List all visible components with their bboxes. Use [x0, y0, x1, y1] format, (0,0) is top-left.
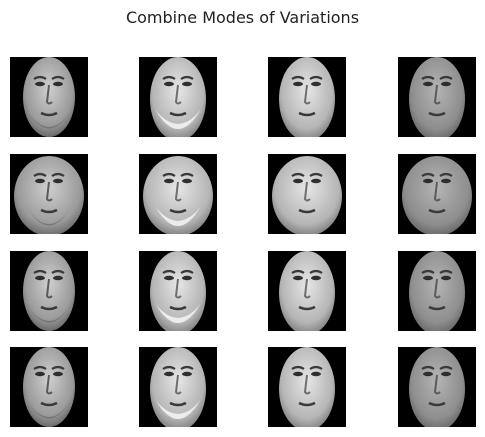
face-image: [139, 154, 217, 234]
face-image: [10, 347, 88, 427]
face-image: [10, 57, 88, 137]
face-image: [268, 251, 346, 331]
face-image: [10, 251, 88, 331]
face-image: [268, 347, 346, 427]
face-image: [398, 347, 476, 427]
face-image: [10, 154, 88, 234]
face-image: [268, 154, 346, 234]
face-image: [139, 347, 217, 427]
face-image: [139, 57, 217, 137]
face-image: [398, 251, 476, 331]
figure-title: Combine Modes of Variations: [125, 8, 360, 27]
face-image: [139, 251, 217, 331]
face-image: [268, 57, 346, 137]
face-image: [398, 154, 476, 234]
face-image: [398, 57, 476, 137]
